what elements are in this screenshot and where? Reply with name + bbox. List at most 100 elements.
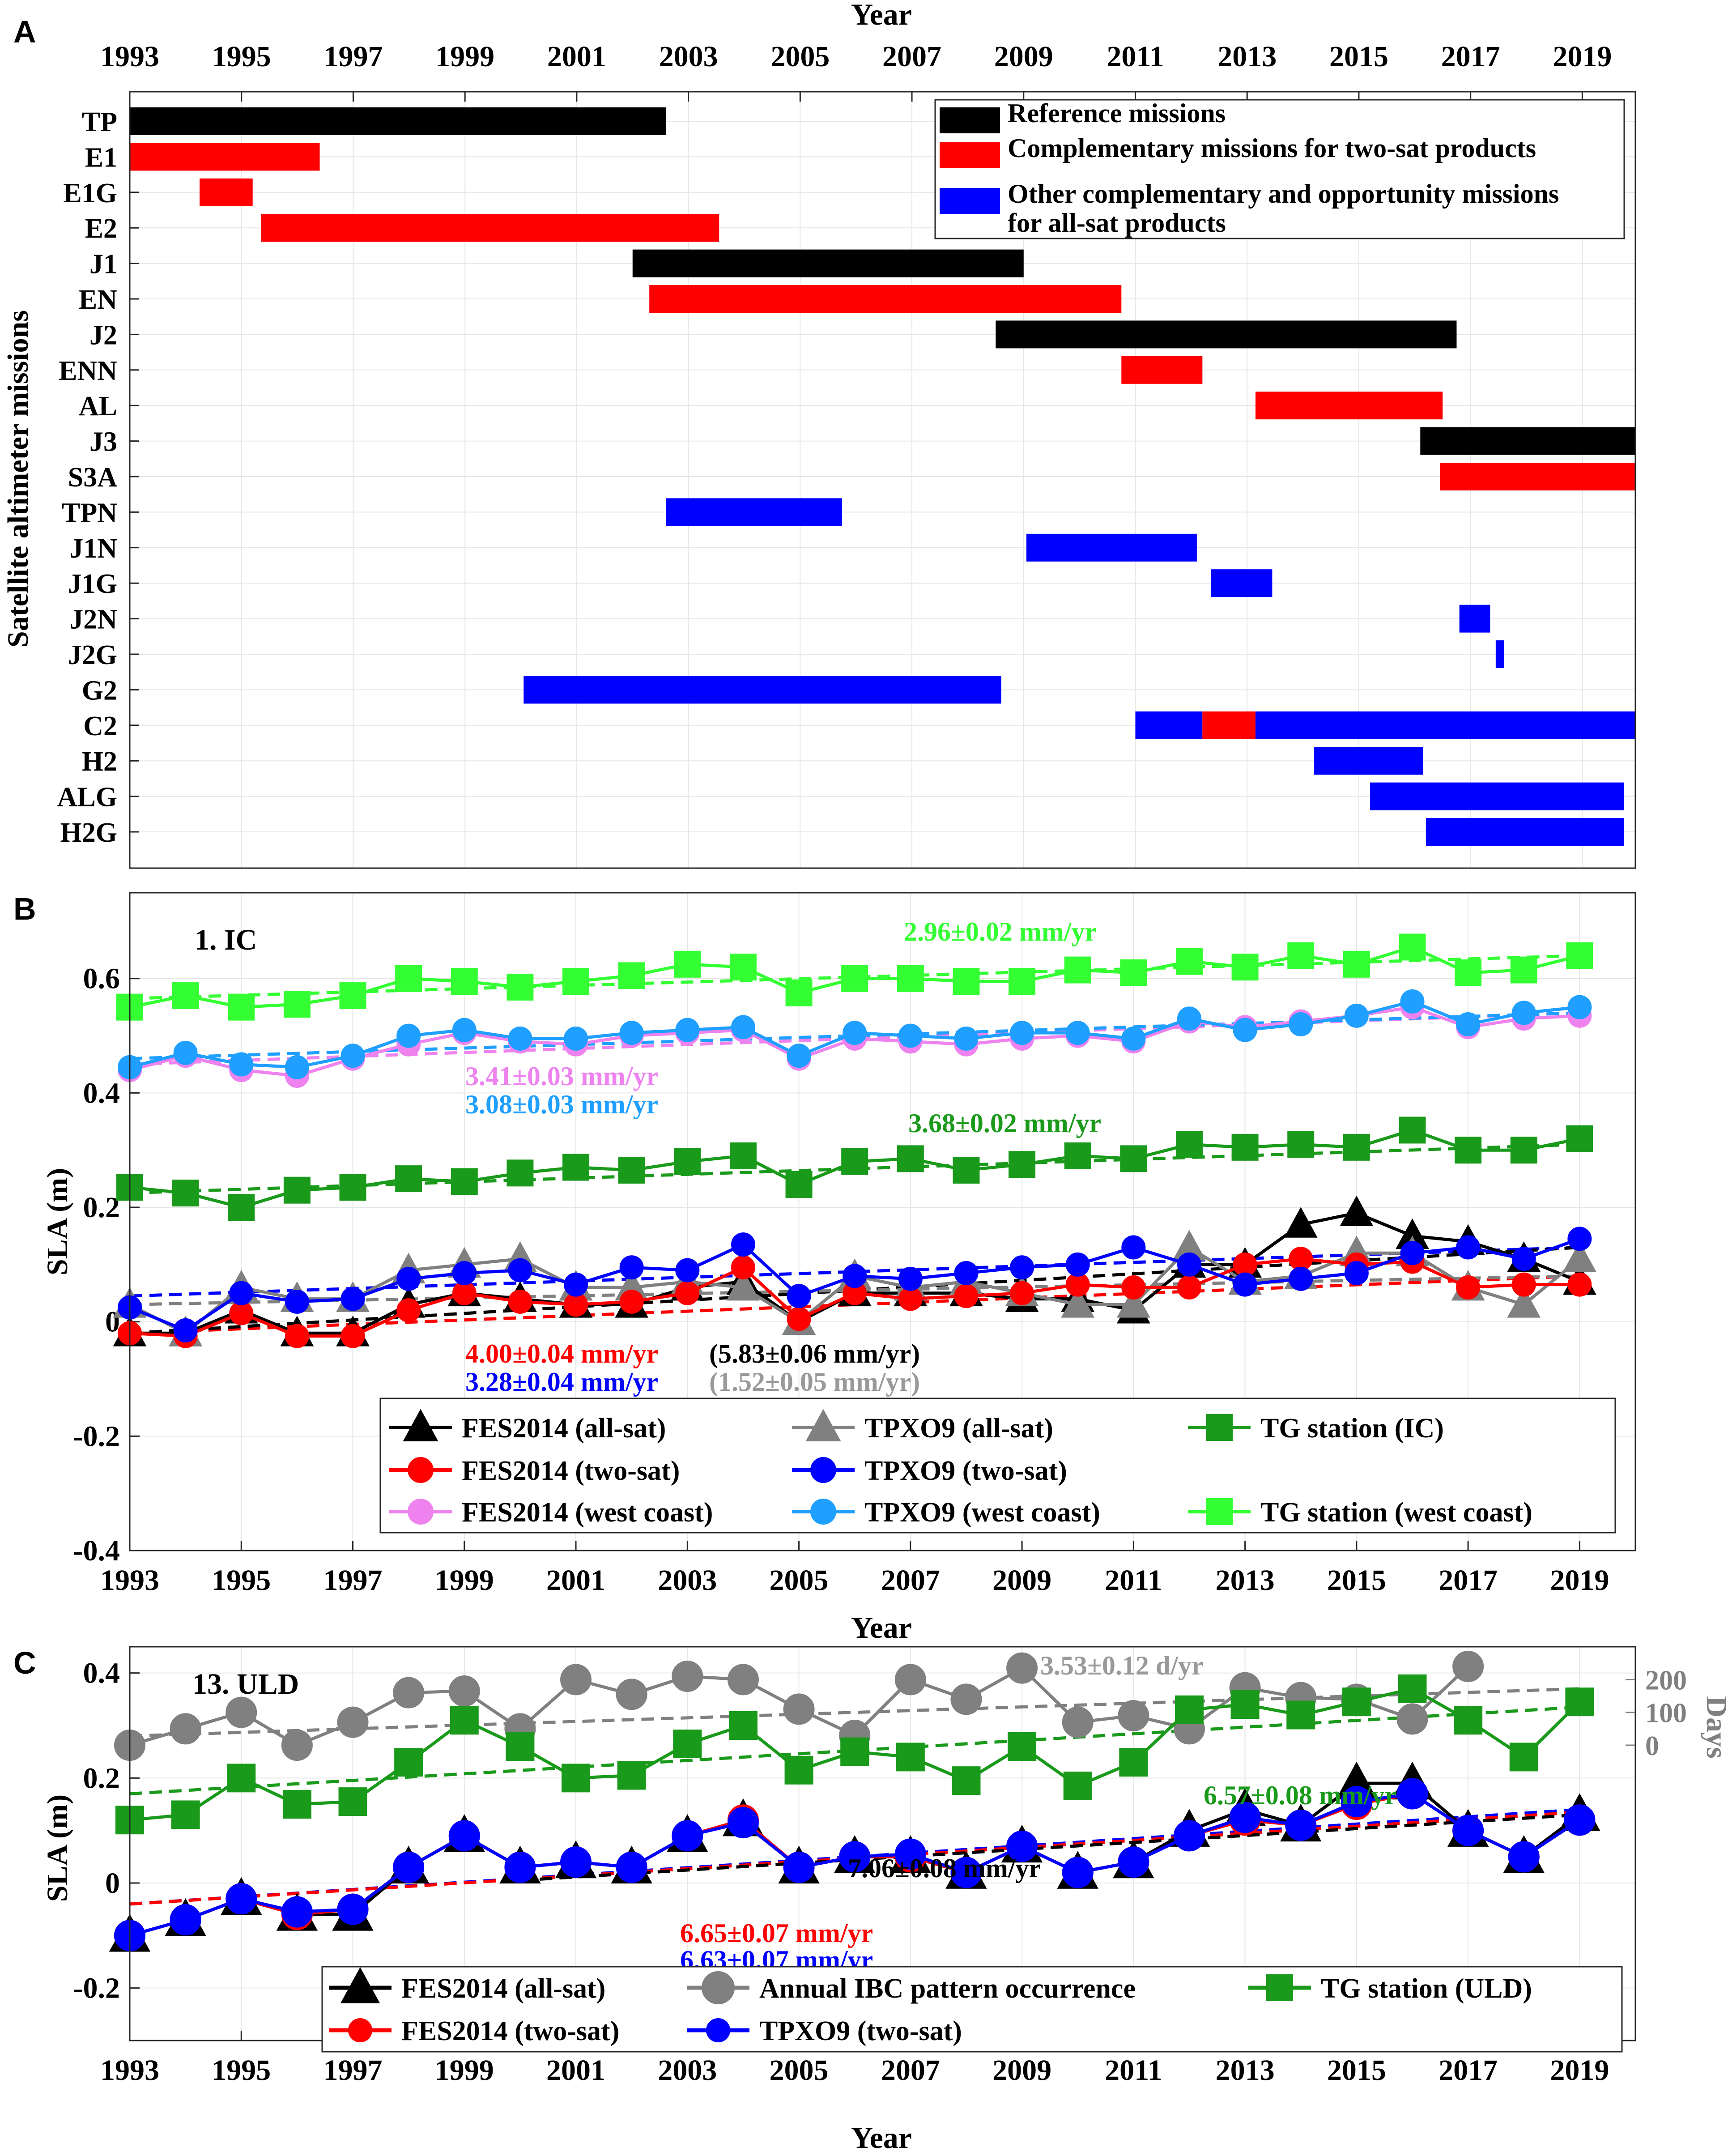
panel-b-point-tpxo9-two-sat <box>1289 1266 1313 1291</box>
panel-c-xtick-label: 1999 <box>435 2054 494 2087</box>
panel-c-point-tg-station-uld <box>952 1766 981 1795</box>
panel-c-point-annual-ibc-pattern-occurrence <box>1062 1706 1094 1738</box>
mission-label: J1G <box>68 569 117 599</box>
panel-b-legend-label: FES2014 (two-sat) <box>462 1456 680 1486</box>
panel-b-point-tg-station-ic <box>674 1148 701 1175</box>
panel-b-legend-marker <box>408 1499 434 1525</box>
panel-c-point-tpxo9-two-sat <box>226 1883 257 1915</box>
panel-b-annot-fes-two: 4.00±0.04 mm/yr <box>465 1339 658 1368</box>
panel-b-point-tg-station-ic <box>339 1174 366 1201</box>
panel-b-point-tg-station-ic <box>1009 1151 1036 1178</box>
panel-b-legend-marker <box>1206 1414 1233 1441</box>
panel-c-legend-label: FES2014 (two-sat) <box>401 2016 619 2046</box>
panel-b-point-tpxo9-two-sat <box>1344 1261 1369 1286</box>
mission-bar-g2 <box>524 676 1001 704</box>
panel-a-xtick-label: 1997 <box>323 40 383 73</box>
panel-b-ytick-label: -0.2 <box>73 1420 120 1453</box>
panel-b-point-tpxo9-west-coast <box>1456 1012 1481 1036</box>
panel-b-point-tg-station-west-coast <box>1231 954 1259 981</box>
panel-b-point-tpxo9-all-sat <box>615 1270 649 1301</box>
panel-b-point-tpxo9-west-coast <box>173 1040 198 1065</box>
mission-label: ALG <box>57 782 117 813</box>
legend-label-ref: Reference missions <box>1008 98 1226 128</box>
panel-c-point-tpxo9-two-sat <box>504 1851 536 1883</box>
panel-b-point-tpxo9-west-coast <box>1121 1026 1146 1051</box>
panel-c-point-tpxo9-two-sat <box>672 1820 703 1852</box>
panel-c-ytick-label: -0.2 <box>73 1972 120 2005</box>
mission-bar-tp <box>130 107 666 135</box>
panel-a-ylabel: Satellite altimeter missions <box>2 310 34 648</box>
panel-b-trend-line <box>129 1011 1580 1061</box>
panel-c-xtick-label: 2003 <box>658 2054 717 2087</box>
panel-b-annot-tg-ic: 3.68±0.02 mm/yr <box>908 1108 1101 1138</box>
mission-bar-enn <box>1121 356 1203 384</box>
panel-b-point-tg-station-west-coast <box>1343 950 1370 978</box>
panel-b-xlabel: Year <box>851 1611 912 1645</box>
mission-bar-en <box>649 285 1122 313</box>
panel-b-point-tpxo9-west-coast <box>452 1018 477 1042</box>
panel-a-xtick-label: 1993 <box>100 40 159 73</box>
panel-b-point-fes2014-two-sat <box>1010 1281 1034 1305</box>
panel-b-point-tg-station-west-coast <box>729 954 757 981</box>
panel-b-point-tg-station-west-coast <box>1455 959 1482 986</box>
panel-b-border <box>129 892 1636 1551</box>
panel-c-point-tpxo9-two-sat <box>1062 1857 1094 1888</box>
panel-a-xtick-label: 2007 <box>882 40 941 73</box>
panel-b-point-fes2014-two-sat <box>340 1324 365 1348</box>
panel-c-point-tpxo9-two-sat <box>1285 1809 1317 1841</box>
panel-b-point-tg-station-west-coast <box>785 979 813 1006</box>
panel-b-point-tpxo9-two-sat <box>564 1272 588 1297</box>
panel-a-xtick-label: 2003 <box>659 40 718 73</box>
mission-bar-c2 <box>1202 711 1256 739</box>
panel-b-point-tpxo9-two-sat <box>1233 1272 1257 1297</box>
panel-a-border <box>129 91 1636 869</box>
panel-c-legend-label: TG station (ULD) <box>1321 1973 1532 2004</box>
mission-label: J3 <box>89 427 117 457</box>
panel-b-point-fes2014-two-sat <box>1177 1275 1201 1300</box>
panel-c-point-tg-station-uld <box>1454 1706 1483 1735</box>
panel-b-xtick-label: 2001 <box>546 1564 605 1597</box>
panel-b-xtick-label: 1997 <box>323 1564 383 1597</box>
panel-c-xtick-label: 2017 <box>1439 2054 1498 2087</box>
panel-b-point-tg-station-west-coast <box>1399 933 1426 961</box>
panel-c-point-annual-ibc-pattern-occurrence <box>783 1693 815 1725</box>
panel-c-y2tick-label: 0 <box>1645 1731 1659 1761</box>
panel-b-point-tg-station-ic <box>841 1148 868 1175</box>
mission-label: EN <box>79 285 117 315</box>
panel-c-point-tg-station-uld <box>673 1730 702 1759</box>
panel-c-point-tg-station-uld <box>1286 1700 1315 1730</box>
panel-c-point-annual-ibc-pattern-occurrence <box>448 1675 480 1707</box>
mission-label: J1 <box>89 249 117 280</box>
panel-c-xlabel: Year <box>851 2121 912 2155</box>
panel-b-legend-marker <box>1206 1498 1233 1525</box>
panel-b-point-tpxo9-west-coast <box>954 1026 979 1051</box>
panel-c-xtick-label: 1993 <box>100 2054 159 2087</box>
panel-b-point-tpxo9-two-sat <box>898 1266 923 1291</box>
panel-c-point-tpxo9-two-sat <box>1564 1804 1596 1836</box>
panel-b-point-tpxo9-west-coast <box>619 1021 644 1045</box>
panel-b-point-tpxo9-two-sat <box>1065 1252 1090 1277</box>
panel-c-legend-label: Annual IBC pattern occurrence <box>759 1973 1136 2004</box>
panel-a-xtick-label: 1995 <box>212 40 271 73</box>
panel-c-point-annual-ibc-pattern-occurrence <box>337 1706 369 1738</box>
mission-bar-tpn <box>666 498 842 526</box>
panel-b-point-tpxo9-two-sat <box>1010 1255 1034 1280</box>
panel-c-point-tpxo9-two-sat <box>170 1904 201 1936</box>
panel-c-point-tg-station-uld <box>1008 1732 1037 1761</box>
panel-b-ytick-label: 0.4 <box>83 1077 120 1109</box>
panel-b-ytick-label: 0.6 <box>83 963 120 995</box>
panel-b-legend-label: TG station (west coast) <box>1260 1497 1532 1528</box>
legend-swatch-ref <box>940 107 1000 133</box>
panel-c-point-tg-station-uld <box>394 1748 423 1777</box>
panel-b-point-tpxo9-two-sat <box>843 1264 867 1288</box>
panel-b-point-fes2014-two-sat <box>731 1255 755 1280</box>
panel-c-point-annual-ibc-pattern-occurrence <box>170 1713 201 1745</box>
panel-c-point-tpxo9-two-sat <box>281 1896 313 1928</box>
panel-c-point-tg-station-uld <box>338 1787 367 1816</box>
panel-b-point-tg-station-ic <box>897 1145 924 1172</box>
panel-b-point-tpxo9-west-coast <box>564 1026 588 1051</box>
panel-a-xtick-label: 2015 <box>1329 40 1388 73</box>
panel-b-point-tg-station-west-coast <box>841 965 868 992</box>
panel-b-point-fes2014-two-sat <box>1121 1275 1146 1300</box>
